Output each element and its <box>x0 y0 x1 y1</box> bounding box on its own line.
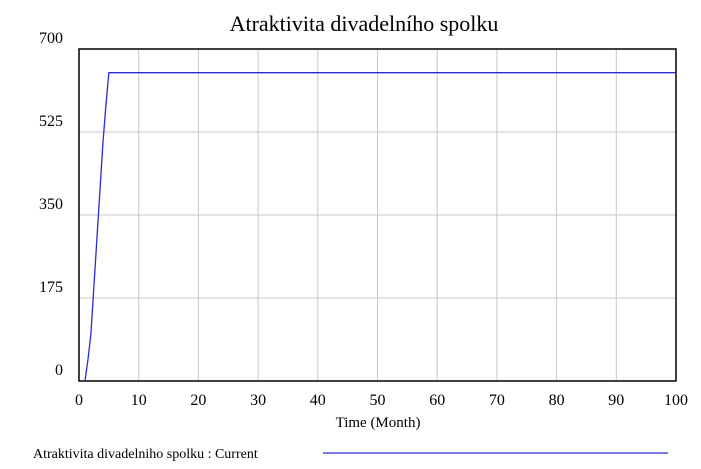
x-tick-label: 80 <box>549 392 565 409</box>
x-tick-label: 100 <box>664 392 688 409</box>
y-tick-label: 175 <box>39 279 63 296</box>
x-tick-label: 40 <box>310 392 326 409</box>
x-tick-label: 0 <box>75 392 83 409</box>
series-lines <box>84 72 676 382</box>
x-tick-label: 70 <box>489 392 505 409</box>
series-line-0 <box>84 72 676 382</box>
x-tick-label: 50 <box>370 392 386 409</box>
y-tick-label: 350 <box>39 196 63 213</box>
legend: Atraktivita divadelniho spolku : Current <box>33 447 668 462</box>
chart-title: Atraktivita divadelního spolku <box>230 11 499 36</box>
y-tick-label: 525 <box>39 113 63 130</box>
legend-label: Atraktivita divadelniho spolku : Current <box>33 447 258 462</box>
x-axis-ticks: 0 10 20 30 40 50 60 70 80 90 100 <box>75 392 688 409</box>
y-tick-label: 700 <box>39 30 63 47</box>
grid <box>78 48 677 382</box>
plot-frame <box>78 48 677 382</box>
x-tick-label: 20 <box>190 392 206 409</box>
y-tick-label: 0 <box>55 362 63 379</box>
x-tick-label: 90 <box>608 392 624 409</box>
x-axis-label: Time (Month) <box>336 415 421 431</box>
x-tick-label: 10 <box>131 392 147 409</box>
y-axis-ticks: 0 175 350 525 700 <box>39 30 63 379</box>
x-tick-label: 60 <box>429 392 445 409</box>
x-tick-label: 30 <box>250 392 266 409</box>
